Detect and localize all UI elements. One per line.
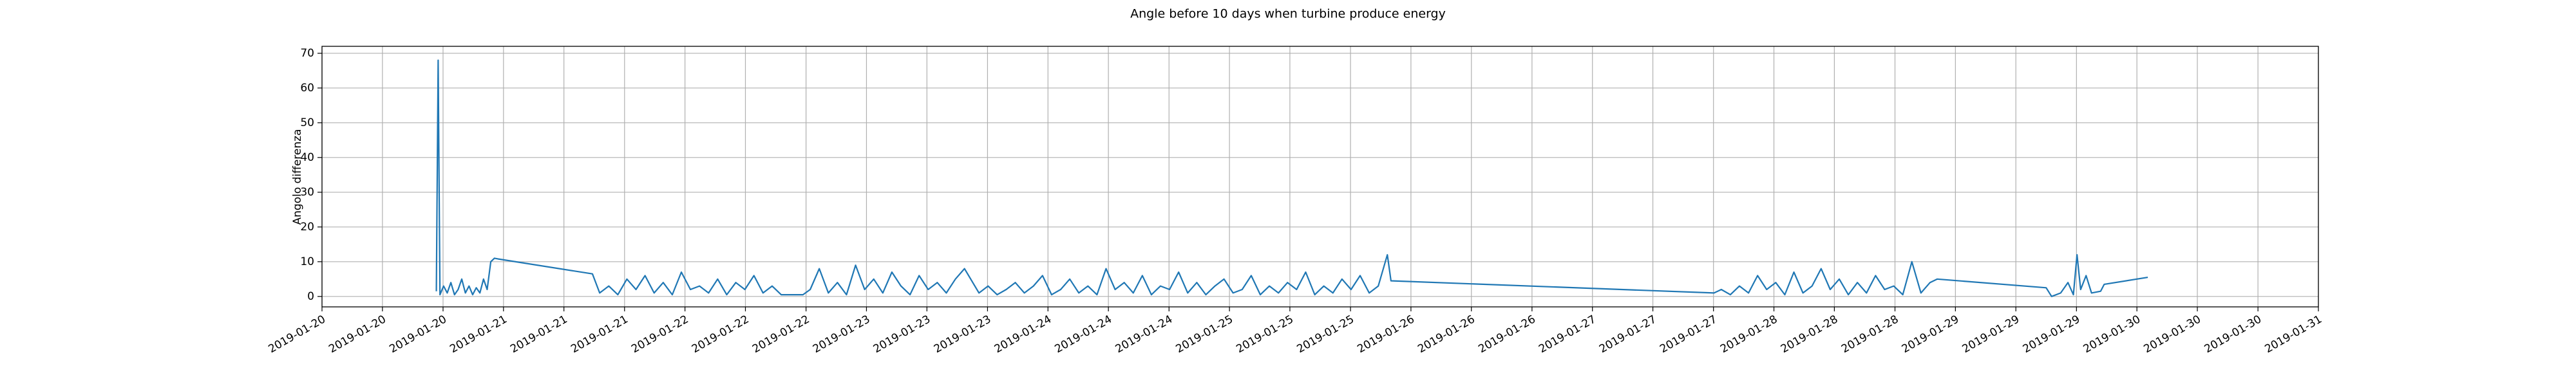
x-tick-label: 2019-01-25	[1295, 313, 1357, 356]
x-tick-label: 2019-01-29	[1900, 313, 1962, 356]
x-tick-label: 2019-01-28	[1718, 313, 1780, 356]
plot-frame	[321, 46, 2319, 308]
y-tick-label: 20	[300, 221, 314, 234]
x-tick-label: 2019-01-26	[1416, 313, 1477, 356]
y-tick-label: 70	[300, 47, 314, 60]
chart-title: Angle before 10 days when turbine produc…	[1130, 7, 1446, 21]
x-tick-label: 2019-01-27	[1537, 313, 1598, 356]
x-tick-label: 2019-01-21	[508, 313, 570, 356]
x-tick-label: 2019-01-30	[2141, 313, 2203, 356]
x-tick-label: 2019-01-30	[2081, 313, 2143, 356]
x-tick-label: 2019-01-20	[266, 313, 328, 356]
x-tick-label: 2019-01-26	[1355, 313, 1417, 356]
x-tick-label: 2019-01-23	[811, 313, 873, 356]
x-tick-label: 2019-01-30	[2202, 313, 2264, 356]
x-tick-label: 2019-01-29	[2021, 313, 2083, 356]
y-axis-label: Angolo differenza	[291, 129, 304, 225]
x-tick-label: 2019-01-27	[1597, 313, 1659, 356]
y-tick-label: 30	[300, 186, 314, 199]
x-tick-label: 2019-01-27	[1658, 313, 1719, 356]
x-tick-label: 2019-01-20	[327, 313, 388, 356]
x-tick-label: 2019-01-26	[1476, 313, 1538, 356]
x-tick-label: 2019-01-25	[1234, 313, 1296, 356]
data-line	[435, 59, 2148, 297]
x-tick-label: 2019-01-23	[932, 313, 994, 356]
x-tick-label: 2019-01-22	[750, 313, 812, 356]
y-tick-label: 50	[300, 116, 314, 129]
x-tick-label: 2019-01-20	[387, 313, 449, 356]
x-tick-label: 2019-01-31	[2262, 313, 2324, 356]
x-tick-label: 2019-01-25	[1174, 313, 1236, 356]
x-tick-label: 2019-01-23	[871, 313, 933, 356]
x-tick-label: 2019-01-28	[1839, 313, 1901, 356]
x-tick-label: 2019-01-28	[1779, 313, 1841, 356]
x-tick-label: 2019-01-24	[992, 313, 1054, 356]
y-tick-label: 60	[300, 82, 314, 95]
y-tick-label: 0	[307, 290, 314, 303]
x-tick-label: 2019-01-24	[1113, 313, 1175, 356]
x-tick-label: 2019-01-22	[629, 313, 691, 356]
x-tick-label: 2019-01-21	[569, 313, 630, 356]
x-tick-label: 2019-01-24	[1053, 313, 1115, 356]
x-tick-label: 2019-01-22	[690, 313, 752, 356]
y-tick-label: 40	[300, 151, 314, 164]
x-tick-label: 2019-01-21	[448, 313, 509, 356]
x-tick-label: 2019-01-29	[1960, 313, 2022, 356]
y-tick-label: 10	[300, 255, 314, 268]
